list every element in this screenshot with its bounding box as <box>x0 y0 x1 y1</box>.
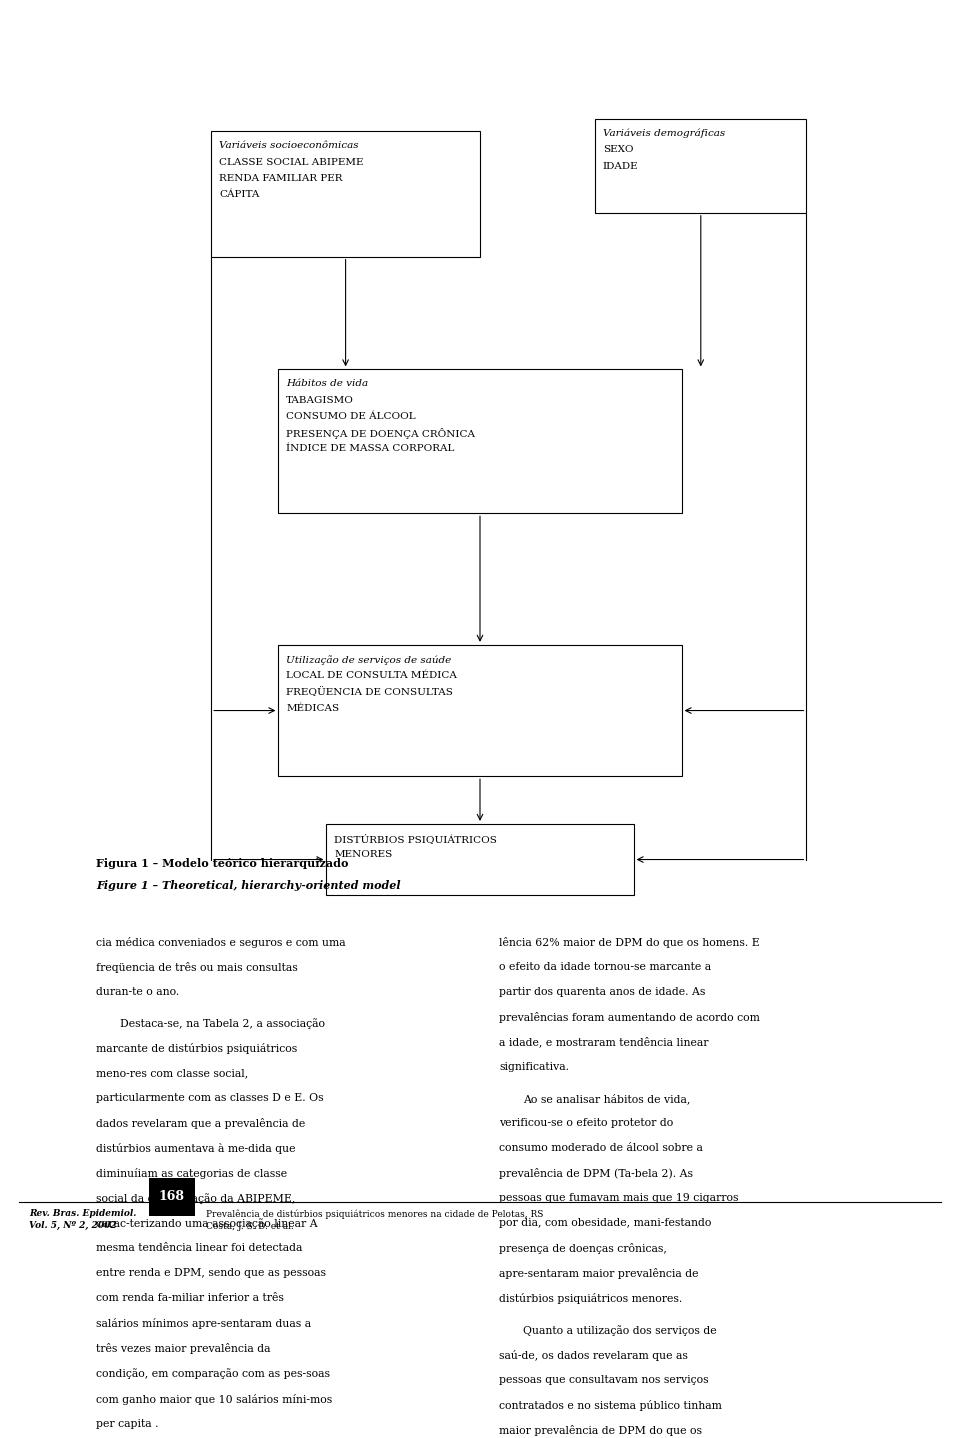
Text: saú-de, os dados revelaram que as: saú-de, os dados revelaram que as <box>499 1350 688 1360</box>
Text: duran-te o ano.: duran-te o ano. <box>96 986 180 997</box>
FancyBboxPatch shape <box>278 370 682 513</box>
Text: contratados e no sistema público tinham: contratados e no sistema público tinham <box>499 1399 722 1411</box>
Text: a idade, e mostraram tendência linear: a idade, e mostraram tendência linear <box>499 1037 708 1047</box>
Text: MENORES: MENORES <box>334 850 393 858</box>
Text: freqüencia de três ou mais consultas: freqüencia de três ou mais consultas <box>96 962 298 972</box>
Text: significativa.: significativa. <box>499 1061 569 1071</box>
Text: Hábitos de vida: Hábitos de vida <box>286 380 369 388</box>
Text: Destaca-se, na Tabela 2, a associação: Destaca-se, na Tabela 2, a associação <box>120 1018 325 1028</box>
Text: FREQÜENCIA DE CONSULTAS: FREQÜENCIA DE CONSULTAS <box>286 687 453 697</box>
Text: partir dos quarenta anos de idade. As: partir dos quarenta anos de idade. As <box>499 986 706 997</box>
Text: ÍNDICE DE MASSA CORPORAL: ÍNDICE DE MASSA CORPORAL <box>286 444 454 453</box>
Text: com ganho maior que 10 salários míni-mos: com ganho maior que 10 salários míni-mos <box>96 1393 332 1405</box>
Text: dados revelaram que a prevalência de: dados revelaram que a prevalência de <box>96 1119 305 1129</box>
Text: salários mínimos apre-sentaram duas a: salários mínimos apre-sentaram duas a <box>96 1319 311 1329</box>
Text: LOCAL DE CONSULTA MÉDICA: LOCAL DE CONSULTA MÉDICA <box>286 672 457 680</box>
Text: RENDA FAMILIAR PER: RENDA FAMILIAR PER <box>219 174 343 183</box>
Text: Prevalência de distúrbios psiquiátricos menores na cidade de Pelotas, RS
Costa, : Prevalência de distúrbios psiquiátricos … <box>206 1209 543 1231</box>
Text: três vezes maior prevalência da: três vezes maior prevalência da <box>96 1343 271 1355</box>
Text: SEXO: SEXO <box>603 145 634 154</box>
Text: Rev. Bras. Epidemiol.
Vol. 5, Nº 2, 2002: Rev. Bras. Epidemiol. Vol. 5, Nº 2, 2002 <box>29 1209 136 1231</box>
Text: Utilização de serviços de saúde: Utilização de serviços de saúde <box>286 654 451 664</box>
Text: meno-res com classe social,: meno-res com classe social, <box>96 1068 249 1078</box>
Text: TABAGISMO: TABAGISMO <box>286 395 354 404</box>
Text: entre renda e DPM, sendo que as pessoas: entre renda e DPM, sendo que as pessoas <box>96 1268 326 1278</box>
Text: consumo moderado de álcool sobre a: consumo moderado de álcool sobre a <box>499 1143 703 1153</box>
Text: pessoas que fumavam mais que 19 cigarros: pessoas que fumavam mais que 19 cigarros <box>499 1194 738 1204</box>
Text: 168: 168 <box>158 1191 185 1204</box>
Text: condição, em comparação com as pes-soas: condição, em comparação com as pes-soas <box>96 1369 330 1379</box>
Text: Figura 1 – Modelo teórico hierarquizado: Figura 1 – Modelo teórico hierarquizado <box>96 857 348 869</box>
Text: MÉDICAS: MÉDICAS <box>286 703 339 713</box>
Text: com renda fa-miliar inferior a três: com renda fa-miliar inferior a três <box>96 1293 284 1303</box>
Text: cia médica conveniados e seguros e com uma: cia médica conveniados e seguros e com u… <box>96 936 346 948</box>
Text: apre-sentaram maior prevalência de: apre-sentaram maior prevalência de <box>499 1268 699 1280</box>
Text: CÁPITA: CÁPITA <box>219 190 259 200</box>
Text: Ao se analisar hábitos de vida,: Ao se analisar hábitos de vida, <box>523 1093 690 1104</box>
FancyBboxPatch shape <box>211 131 480 256</box>
Text: Figure 1 – Theoretical, hierarchy-oriented model: Figure 1 – Theoretical, hierarchy-orient… <box>96 880 400 892</box>
Text: per capita .: per capita . <box>96 1418 158 1428</box>
Text: prevalências foram aumentando de acordo com: prevalências foram aumentando de acordo … <box>499 1012 760 1022</box>
Text: por dia, com obesidade, mani-festando: por dia, com obesidade, mani-festando <box>499 1218 711 1228</box>
Text: maior prevalência de DPM do que os: maior prevalência de DPM do que os <box>499 1425 702 1435</box>
Text: lência 62% maior de DPM do que os homens. E: lência 62% maior de DPM do que os homens… <box>499 936 760 948</box>
Text: IDADE: IDADE <box>603 161 638 171</box>
Text: presença de doenças crônicas,: presença de doenças crônicas, <box>499 1244 667 1254</box>
FancyBboxPatch shape <box>278 644 682 777</box>
Text: Variáveis socioeconômicas: Variáveis socioeconômicas <box>219 141 358 151</box>
Text: CONSUMO DE ÁLCOOL: CONSUMO DE ÁLCOOL <box>286 411 416 421</box>
Text: Quanto a utilização dos serviços de: Quanto a utilização dos serviços de <box>523 1324 717 1336</box>
Text: pessoas que consultavam nos serviços: pessoas que consultavam nos serviços <box>499 1375 708 1385</box>
Text: marcante de distúrbios psiquiátricos: marcante de distúrbios psiquiátricos <box>96 1043 298 1054</box>
Text: mesma tendência linear foi detectada: mesma tendência linear foi detectada <box>96 1244 302 1254</box>
Text: social da classificação da ABIPEME,: social da classificação da ABIPEME, <box>96 1194 296 1204</box>
Text: o efeito da idade tornou-se marcante a: o efeito da idade tornou-se marcante a <box>499 962 711 972</box>
Text: distúrbios aumentava à me-dida que: distúrbios aumentava à me-dida que <box>96 1143 296 1155</box>
Text: distúrbios psiquiátricos menores.: distúrbios psiquiátricos menores. <box>499 1293 683 1304</box>
Text: PRESENÇA DE DOENÇA CRÔNICA: PRESENÇA DE DOENÇA CRÔNICA <box>286 429 475 439</box>
Text: diminuíiam as categorias de classe: diminuíiam as categorias de classe <box>96 1168 287 1179</box>
Text: verificou-se o efeito protetor do: verificou-se o efeito protetor do <box>499 1119 674 1127</box>
FancyBboxPatch shape <box>326 824 634 896</box>
FancyBboxPatch shape <box>595 119 806 213</box>
FancyBboxPatch shape <box>149 1178 195 1215</box>
Text: prevalência de DPM (Ta-bela 2). As: prevalência de DPM (Ta-bela 2). As <box>499 1168 693 1179</box>
Text: carac-terizando uma associação linear A: carac-terizando uma associação linear A <box>96 1218 318 1229</box>
Text: DISTÚRBIOS PSIQUIÁTRICOS: DISTÚRBIOS PSIQUIÁTRICOS <box>334 834 497 844</box>
Text: CLASSE SOCIAL ABIPEME: CLASSE SOCIAL ABIPEME <box>219 158 364 167</box>
Text: Variáveis demográficas: Variáveis demográficas <box>603 129 725 138</box>
Text: particularmente com as classes D e E. Os: particularmente com as classes D e E. Os <box>96 1093 324 1103</box>
